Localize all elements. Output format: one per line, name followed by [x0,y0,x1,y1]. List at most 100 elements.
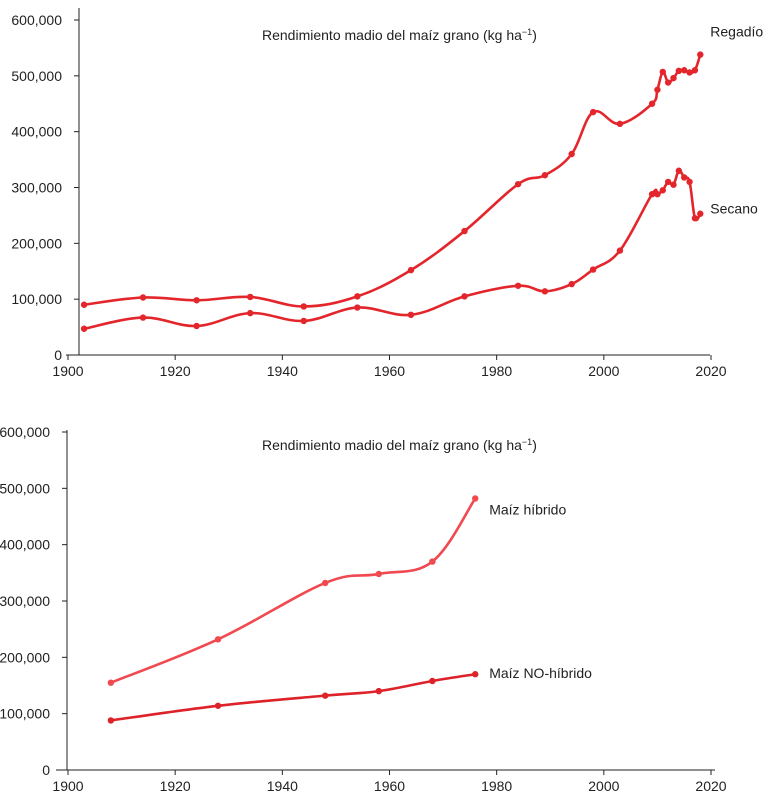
data-point [247,310,253,316]
data-point [472,495,478,501]
data-point [515,181,521,187]
data-point [649,101,655,107]
data-point [568,281,574,287]
data-point [697,51,703,57]
data-point [542,172,548,178]
chart2-title-tail: ) [532,437,537,453]
x-tick-label: 1980 [481,363,512,379]
data-point [472,671,478,677]
x-tick-label: 1920 [160,363,191,379]
data-point [193,323,199,329]
x-tick-label: 1940 [267,363,298,379]
series-line [84,171,700,329]
y-tick-label: 200,000 [0,649,50,665]
data-point [354,293,360,299]
y-tick-label: 500,000 [11,68,62,84]
y-tick-label: 200,000 [11,235,62,251]
data-point [515,283,521,289]
chart2-series [108,495,479,723]
data-point [247,294,253,300]
data-point [81,326,87,332]
x-tick-label: 1900 [52,363,83,379]
chart1-title: Rendimiento madio del maíz grano (kg ha−… [262,27,537,43]
data-point [108,717,114,723]
x-tick-label: 1920 [160,778,191,794]
data-point [568,151,574,157]
chart2-series-labels: Maíz híbrido Maíz NO-híbrido [489,501,592,681]
data-point [193,297,199,303]
data-point [215,636,221,642]
series-line [111,674,475,720]
data-point [140,314,146,320]
data-point [322,692,328,698]
data-point [692,215,698,221]
chart1-title-main: Rendimiento madio del maíz grano (kg ha [262,27,522,43]
y-tick-label: 0 [42,762,50,778]
chart2-title-main: Rendimiento madio del maíz grano (kg ha [262,437,522,453]
data-point [617,247,623,253]
series-label: Regadío [710,24,763,40]
data-point [354,304,360,310]
data-point [686,179,692,185]
data-point [429,678,435,684]
chart1-series [81,51,704,332]
x-tick-label: 1960 [374,363,405,379]
data-point [81,302,87,308]
chart1-x-ticks: 1900 1920 1940 1960 1980 2000 2020 [52,355,726,379]
series-line [84,55,700,307]
x-tick-label: 2020 [695,363,726,379]
data-point [676,168,682,174]
data-point [590,266,596,272]
y-tick-label: 300,000 [11,180,62,196]
y-tick-label: 600,000 [11,12,62,28]
data-point [660,187,666,193]
data-point [461,228,467,234]
x-tick-label: 1900 [52,778,83,794]
series-label: Maíz NO-híbrido [489,665,592,681]
chart-hibrido: 0 100,000 200,000 300,000 400,000 500,000 600,… [0,424,727,794]
x-tick-label: 1940 [267,778,298,794]
x-tick-label: 1960 [374,778,405,794]
data-point [301,318,307,324]
chart2-axes [56,430,715,770]
x-tick-label: 2000 [588,778,619,794]
data-point [408,312,414,318]
data-point [617,121,623,127]
data-point [215,703,221,709]
y-tick-label: 100,000 [11,291,62,307]
data-point [301,303,307,309]
series-label: Maíz híbrido [489,501,566,517]
x-tick-label: 1980 [481,778,512,794]
chart1-title-sup: −1 [522,27,532,37]
data-point [590,109,596,115]
data-point [697,211,703,217]
y-tick-label: 100,000 [0,706,50,722]
x-tick-label: 2000 [588,363,619,379]
data-point [692,67,698,73]
data-point [665,79,671,85]
data-point [140,294,146,300]
data-point [322,580,328,586]
chart2-title-sup: −1 [522,437,532,447]
x-tick-label: 2020 [695,778,726,794]
data-point [660,69,666,75]
data-point [108,679,114,685]
data-point [681,174,687,180]
y-tick-label: 300,000 [0,593,50,609]
y-tick-label: 0 [54,347,62,363]
chart1-series-labels: RegadíoSecano [710,24,763,217]
chart-regadio-secano: 0 100,000 200,000 300,000 400,000 500,000 600,… [11,8,763,379]
series-line [111,498,475,682]
chart2-x-ticks: 1900 1920 1940 1960 1980 2000 2020 [52,770,726,794]
data-point [376,571,382,577]
chart1-y-ticks: 0 100,000 200,000 300,000 400,000 500,000 600,… [11,12,79,363]
chart1-axes [66,8,710,355]
data-point [429,558,435,564]
y-tick-label: 500,000 [0,480,50,496]
data-point [654,191,660,197]
chart2-title: Rendimiento madio del maíz grano (kg ha−… [262,437,537,453]
data-point [670,182,676,188]
data-point [542,288,548,294]
